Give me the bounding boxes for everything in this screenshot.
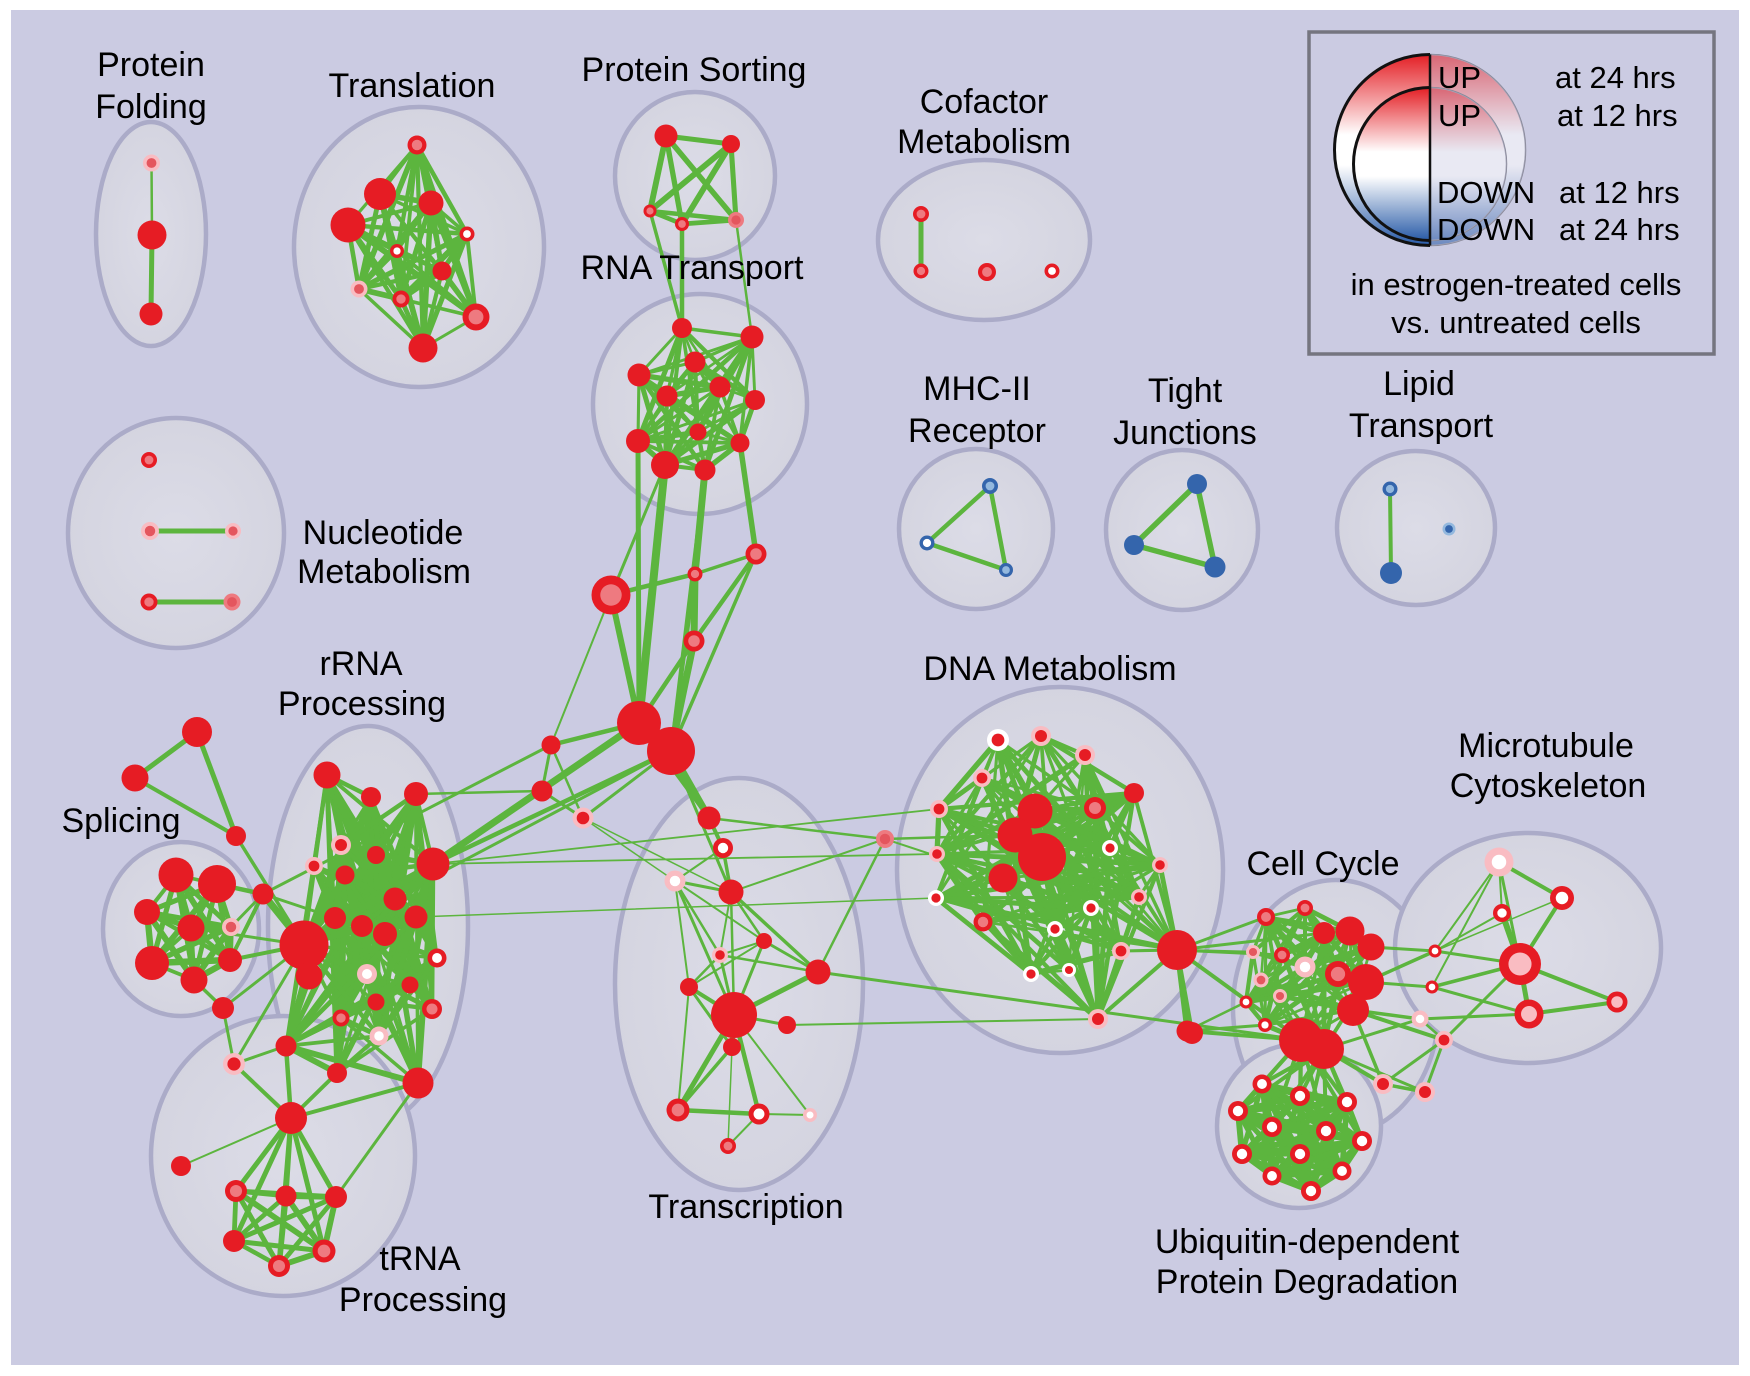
svg-text:MHC-II: MHC-II xyxy=(923,370,1031,408)
svg-text:at 12 hrs: at 12 hrs xyxy=(1559,175,1680,210)
svg-text:UP: UP xyxy=(1438,60,1481,95)
svg-text:in estrogen-treated cells: in estrogen-treated cells xyxy=(1351,267,1682,302)
svg-text:Tight: Tight xyxy=(1148,372,1223,410)
svg-text:Junctions: Junctions xyxy=(1113,414,1257,452)
svg-text:vs. untreated cells: vs. untreated cells xyxy=(1391,305,1641,340)
svg-text:at 24 hrs: at 24 hrs xyxy=(1559,212,1680,247)
svg-text:Receptor: Receptor xyxy=(908,412,1046,450)
svg-text:Lipid: Lipid xyxy=(1383,365,1455,403)
svg-text:Processing: Processing xyxy=(339,1281,507,1319)
svg-text:at 24 hrs: at 24 hrs xyxy=(1555,60,1676,95)
svg-text:tRNA: tRNA xyxy=(379,1240,461,1278)
svg-text:Processing: Processing xyxy=(278,685,446,723)
svg-text:Protein Sorting: Protein Sorting xyxy=(582,51,807,89)
svg-text:Protein Degradation: Protein Degradation xyxy=(1156,1263,1458,1301)
svg-text:Splicing: Splicing xyxy=(61,802,180,840)
svg-text:Nucleotide: Nucleotide xyxy=(303,514,464,552)
svg-text:Folding: Folding xyxy=(95,88,207,126)
svg-text:at 12 hrs: at 12 hrs xyxy=(1557,98,1678,133)
svg-text:UP: UP xyxy=(1438,98,1481,133)
svg-text:Cofactor: Cofactor xyxy=(920,83,1049,121)
svg-text:Protein: Protein xyxy=(97,46,205,84)
svg-text:Metabolism: Metabolism xyxy=(897,123,1071,161)
svg-text:Cell Cycle: Cell Cycle xyxy=(1246,845,1399,883)
svg-text:Translation: Translation xyxy=(329,67,496,105)
svg-text:Transcription: Transcription xyxy=(648,1188,843,1226)
svg-text:rRNA: rRNA xyxy=(319,645,402,683)
svg-text:Cytoskeleton: Cytoskeleton xyxy=(1450,767,1647,805)
svg-text:Metabolism: Metabolism xyxy=(297,553,471,591)
svg-text:Transport: Transport xyxy=(1349,407,1494,445)
svg-text:Ubiquitin-dependent: Ubiquitin-dependent xyxy=(1155,1223,1460,1261)
svg-text:RNA Transport: RNA Transport xyxy=(581,249,805,287)
svg-text:DOWN: DOWN xyxy=(1437,175,1535,210)
svg-text:DOWN: DOWN xyxy=(1437,212,1535,247)
svg-text:DNA Metabolism: DNA Metabolism xyxy=(923,650,1176,688)
svg-text:Microtubule: Microtubule xyxy=(1458,727,1634,765)
